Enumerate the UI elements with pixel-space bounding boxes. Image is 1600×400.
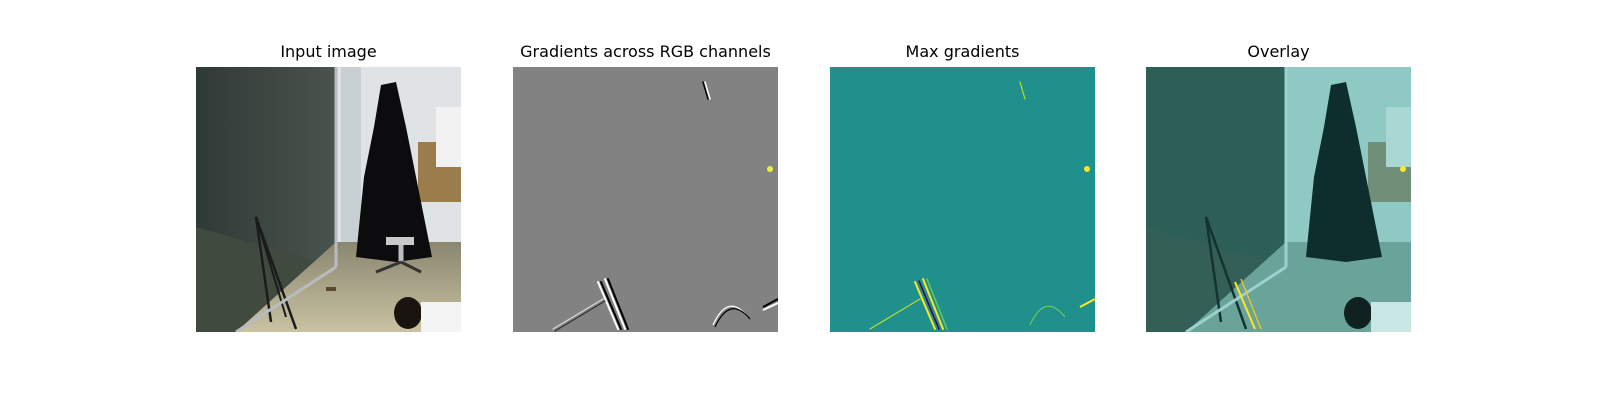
panel-title: Gradients across RGB channels <box>520 42 771 61</box>
overlay-image <box>1146 67 1411 332</box>
max-gradients-image <box>830 67 1095 332</box>
panel-title: Overlay <box>1247 42 1310 61</box>
input-image <box>196 67 461 332</box>
gradients-rgb-image <box>513 67 778 332</box>
panel-title: Max gradients <box>905 42 1020 61</box>
panel-title: Input image <box>280 42 377 61</box>
